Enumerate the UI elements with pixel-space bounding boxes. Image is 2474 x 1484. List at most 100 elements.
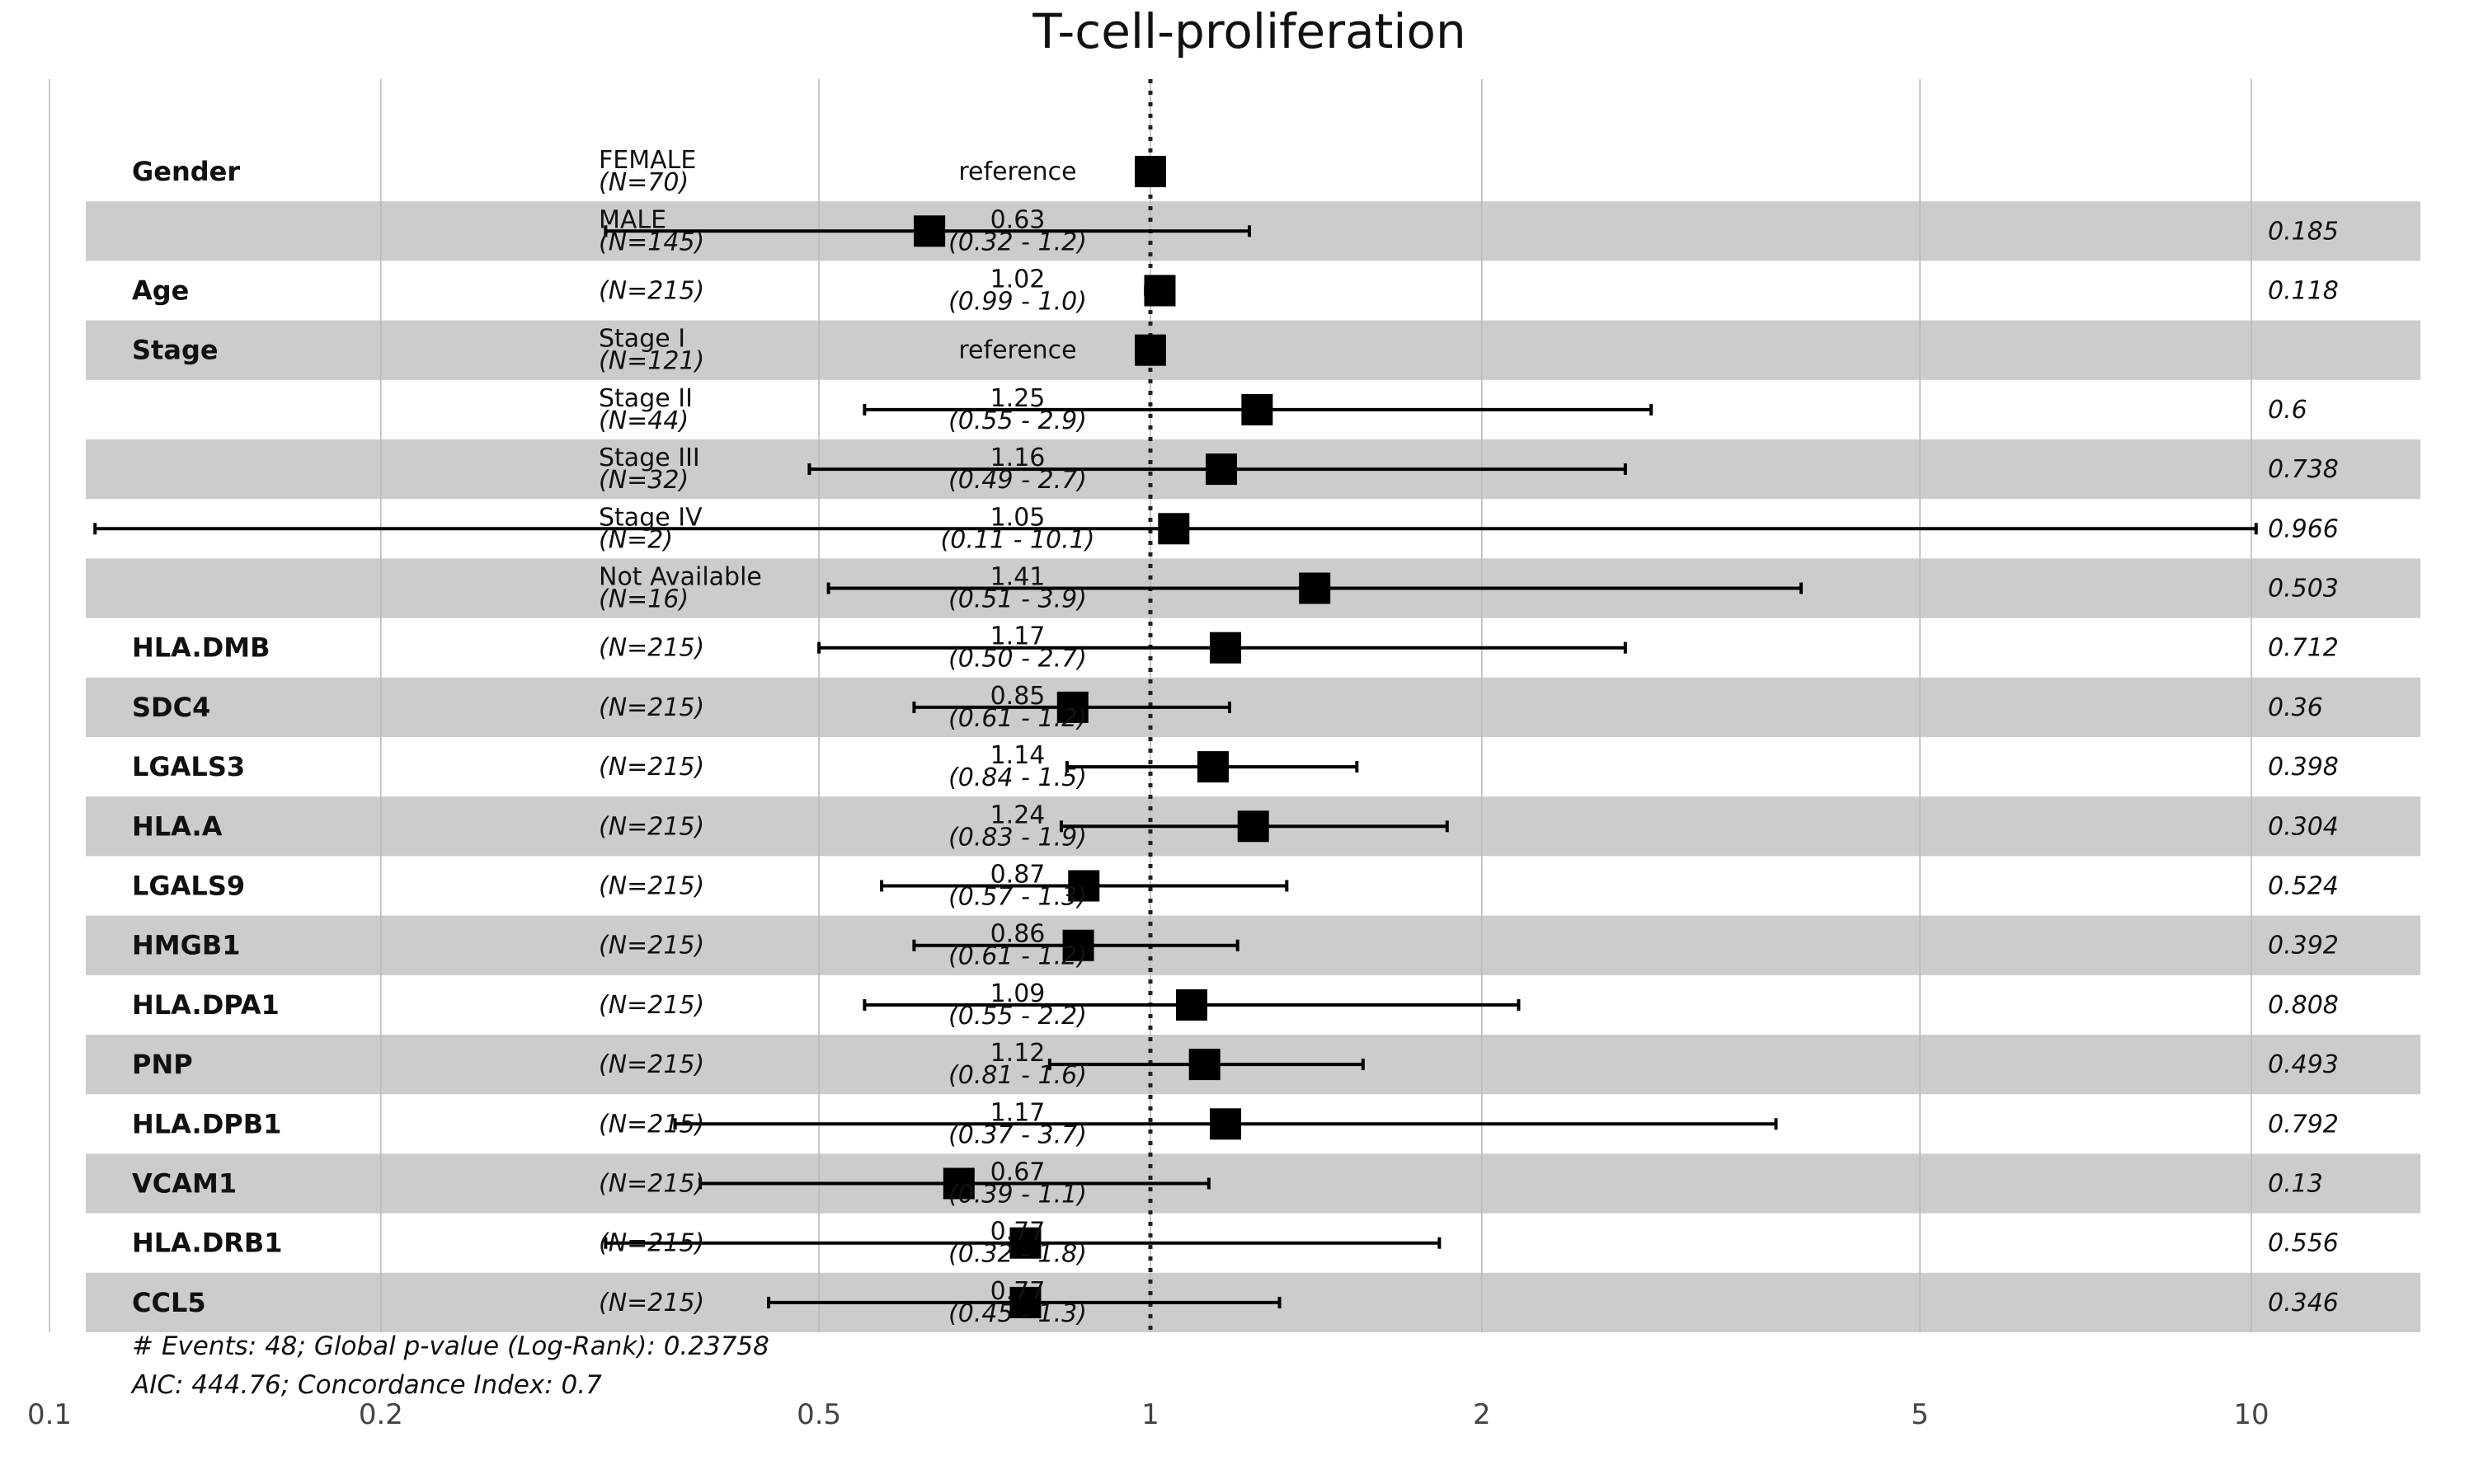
row-p-value: 0.185 (2268, 217, 2339, 246)
row-p-value: 0.304 (2268, 812, 2339, 841)
row-bands (86, 201, 2420, 1332)
hr-point (1206, 453, 1238, 486)
row-level: FEMALE (599, 146, 696, 175)
x-tick-labels: 0.1 0.2 0.5 1 2 5 10 (27, 1398, 2269, 1431)
row-hr: 0.77 (990, 1277, 1046, 1306)
hr-point (1135, 156, 1166, 188)
row-band (86, 1153, 2420, 1214)
row-variable: LGALS9 (132, 871, 245, 902)
confidence-intervals (93, 225, 2258, 1308)
x-tick-label: 0.2 (359, 1398, 403, 1431)
row-ci: (0.39 - 1.1) (948, 1181, 1087, 1209)
row-p-value: 0.346 (2268, 1289, 2339, 1317)
row-n: (N=215) (599, 932, 704, 960)
hr-point (1197, 751, 1229, 783)
row-ci: (0.49 - 2.7) (948, 466, 1087, 495)
hazard-ratio-points (914, 156, 1331, 1318)
hr-point (1241, 393, 1273, 425)
row-labels: Gender FEMALE(N=70) reference MALE(N=145) 0.… (132, 146, 2339, 1328)
row-p-value: 0.524 (2268, 872, 2339, 901)
row-ci: (0.99 - 1.0) (948, 288, 1087, 317)
row-n: (N=215) (599, 1289, 704, 1317)
hr-point (1135, 334, 1166, 366)
row-p-value: 0.36 (2268, 693, 2323, 722)
row-level: MALE (599, 205, 666, 234)
row-ci: (0.83 - 1.9) (948, 823, 1087, 852)
row-n: (N=32) (599, 466, 689, 495)
hr-point (1210, 632, 1242, 664)
row-n: (N=215) (599, 1110, 704, 1139)
row-hr: reference (958, 336, 1076, 365)
row-variable: SDC4 (132, 692, 210, 723)
row-level: Not Available (599, 563, 762, 592)
hr-point (1056, 691, 1089, 723)
row-variable: HLA.DPA1 (132, 989, 280, 1021)
row-level: Stage II (599, 384, 693, 413)
row-ci: (0.57 - 1.3) (948, 883, 1087, 912)
row-hr: 1.14 (990, 741, 1046, 770)
row-hr: 0.63 (990, 205, 1046, 234)
row-p-value: 0.792 (2268, 1110, 2339, 1139)
row-ci: (0.37 - 3.7) (948, 1120, 1087, 1149)
row-hr: 1.41 (990, 563, 1046, 592)
row-band (86, 320, 2420, 380)
row-hr: reference (958, 157, 1076, 186)
row-hr: 1.09 (990, 979, 1046, 1008)
row-hr: 1.25 (990, 384, 1046, 413)
row-n: (N=215) (599, 812, 704, 841)
footnote-aic: AIC: 444.76; Concordance Index: 0.7 (130, 1370, 602, 1400)
row-n: (N=16) (599, 585, 689, 614)
row-n: (N=215) (599, 1170, 704, 1199)
row-hr: 0.85 (990, 682, 1046, 711)
row-n: (N=215) (599, 753, 704, 782)
x-tick-label: 10 (2233, 1398, 2269, 1431)
hr-point (1210, 1108, 1242, 1140)
row-ci: (0.55 - 2.2) (948, 1002, 1087, 1031)
row-variable: VCAM1 (132, 1168, 237, 1200)
row-n: (N=121) (599, 347, 704, 376)
hr-point (1068, 870, 1100, 902)
x-tick-label: 2 (1473, 1398, 1491, 1431)
row-ci: (0.61 - 1.2) (948, 704, 1087, 733)
row-level: Stage IV (599, 503, 703, 532)
x-tick-label: 0.1 (27, 1398, 72, 1431)
row-variable: PNP (132, 1049, 193, 1080)
row-ci: (0.32 - 1.2) (948, 228, 1087, 256)
row-ci: (0.32 - 1.8) (948, 1240, 1087, 1269)
hr-point (1009, 1227, 1042, 1259)
row-band (86, 201, 2420, 261)
hr-point (1188, 1049, 1221, 1081)
hr-point (1237, 810, 1269, 843)
row-hr: 1.12 (990, 1039, 1046, 1068)
hr-point (1175, 989, 1207, 1021)
row-p-value: 0.6 (2268, 396, 2307, 425)
hr-point (914, 215, 946, 247)
chart-title: T-cell-proliferation (1032, 3, 1465, 59)
hr-point (1062, 929, 1094, 961)
row-level: Stage I (599, 325, 685, 354)
row-variable: HLA.DPB1 (132, 1108, 281, 1139)
hr-point (943, 1167, 975, 1200)
x-tick-label: 1 (1141, 1398, 1159, 1431)
row-band (86, 915, 2420, 975)
row-hr: 1.05 (990, 503, 1046, 532)
row-hr: 1.17 (990, 1098, 1046, 1127)
row-level: Stage III (599, 444, 700, 472)
row-variable: Age (132, 275, 189, 307)
row-ci: (0.45 - 1.3) (948, 1299, 1087, 1328)
row-p-value: 0.13 (2268, 1170, 2323, 1199)
row-variable: Stage (132, 335, 219, 366)
row-hr: 0.87 (990, 861, 1046, 890)
footnote-events: # Events: 48; Global p-value (Log-Rank):… (132, 1331, 769, 1361)
row-ci: (0.11 - 10.1) (941, 525, 1095, 554)
hr-point (1299, 572, 1331, 604)
row-variable: HLA.DRB1 (132, 1228, 283, 1259)
row-hr: 0.77 (990, 1218, 1046, 1247)
row-p-value: 0.738 (2268, 455, 2339, 484)
row-p-value: 0.712 (2268, 634, 2339, 663)
row-p-value: 0.556 (2268, 1229, 2339, 1258)
row-ci: (0.55 - 2.9) (948, 406, 1087, 435)
row-variable: CCL5 (132, 1287, 206, 1318)
row-hr: 1.17 (990, 622, 1046, 651)
